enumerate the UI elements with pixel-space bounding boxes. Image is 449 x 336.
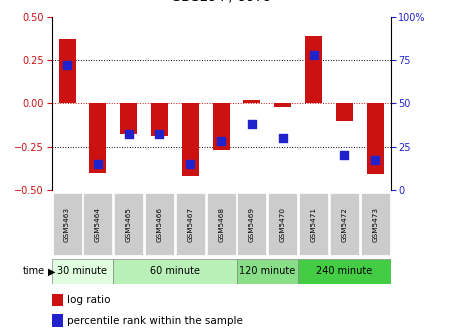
- Text: GSM5471: GSM5471: [311, 207, 317, 242]
- Text: GSM5469: GSM5469: [249, 207, 255, 242]
- Text: GDS294 / 9979: GDS294 / 9979: [171, 0, 272, 3]
- Text: percentile rank within the sample: percentile rank within the sample: [67, 316, 243, 326]
- Bar: [182, 103, 199, 176]
- Bar: [120, 103, 137, 134]
- Bar: [367, 103, 384, 174]
- Bar: [58, 39, 75, 103]
- Point: [279, 135, 286, 141]
- Text: GSM5466: GSM5466: [157, 207, 163, 242]
- Text: GSM5473: GSM5473: [372, 207, 378, 242]
- Bar: [243, 100, 260, 103]
- Text: GSM5464: GSM5464: [95, 207, 101, 242]
- Text: time: time: [23, 266, 45, 276]
- Bar: [305, 36, 322, 103]
- Text: 30 minute: 30 minute: [57, 266, 107, 276]
- Point: [248, 121, 255, 127]
- Text: ▶: ▶: [48, 266, 55, 276]
- Point: [94, 161, 101, 167]
- Bar: [274, 103, 291, 107]
- Text: GSM5468: GSM5468: [218, 207, 224, 242]
- Point: [156, 132, 163, 137]
- Text: 240 minute: 240 minute: [316, 266, 373, 276]
- Bar: [298, 259, 391, 284]
- Text: 120 minute: 120 minute: [239, 266, 295, 276]
- Text: 60 minute: 60 minute: [150, 266, 200, 276]
- Point: [372, 158, 379, 163]
- Point: [217, 139, 224, 144]
- Bar: [151, 103, 168, 136]
- Point: [341, 153, 348, 158]
- Text: GSM5467: GSM5467: [187, 207, 194, 242]
- Bar: [113, 259, 237, 284]
- Point: [125, 132, 132, 137]
- Bar: [237, 259, 298, 284]
- Point: [187, 161, 194, 167]
- Text: GSM5463: GSM5463: [64, 207, 70, 242]
- Text: GSM5470: GSM5470: [280, 207, 286, 242]
- Text: GSM5465: GSM5465: [126, 207, 132, 242]
- Bar: [336, 103, 353, 121]
- Text: GSM5472: GSM5472: [341, 207, 348, 242]
- Bar: [52, 259, 113, 284]
- Point: [310, 52, 317, 57]
- Bar: [89, 103, 106, 173]
- Text: log ratio: log ratio: [67, 295, 111, 305]
- Point: [63, 62, 70, 68]
- Bar: [213, 103, 229, 150]
